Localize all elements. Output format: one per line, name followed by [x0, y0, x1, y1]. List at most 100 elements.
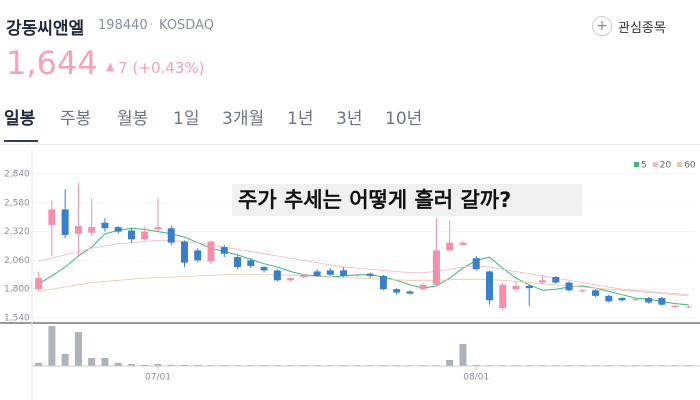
- price: 1,644: [6, 44, 98, 82]
- candle-body: [220, 247, 228, 254]
- candle-body: [631, 299, 639, 301]
- candle-body: [406, 291, 414, 294]
- candle-body: [48, 209, 56, 225]
- candle-body: [485, 271, 493, 301]
- candle-body: [446, 242, 454, 251]
- volume-bar: [446, 360, 454, 366]
- candle-body: [35, 278, 43, 290]
- y-tick-label: 1,800: [4, 285, 30, 295]
- y-tick-label: 2,580: [4, 198, 30, 208]
- candle-body: [658, 298, 666, 305]
- legend-swatch: [677, 162, 683, 167]
- volume-bar: [88, 358, 96, 366]
- candle-body: [539, 280, 547, 283]
- candle-body: [234, 257, 242, 268]
- change-arrow: ▲: [106, 60, 115, 73]
- volume-bar: [74, 332, 82, 366]
- candle-body: [273, 270, 281, 281]
- candle-body: [313, 271, 321, 276]
- y-tick-label: 2,060: [4, 256, 30, 266]
- candle-body: [366, 273, 374, 276]
- legend-label: 5: [641, 161, 647, 171]
- chart: 2,840 2,580 2,320 2,060 1,800 1,540 5 20 60 07/01…: [0, 150, 700, 400]
- candle-body: [565, 282, 573, 291]
- volume-bar: [459, 344, 467, 366]
- volume-bar: [48, 326, 56, 366]
- candle-body: [101, 222, 109, 229]
- y-tick-label: 2,320: [4, 227, 30, 237]
- candle-body: [499, 284, 507, 309]
- candle-body: [247, 260, 255, 266]
- candle-body: [194, 250, 202, 261]
- separator: ·: [149, 18, 154, 33]
- legend-label: 20: [660, 161, 672, 171]
- candle-body: [287, 278, 295, 281]
- tab[interactable]: 10년: [385, 109, 423, 129]
- volume-bar: [101, 358, 109, 366]
- watch-icon[interactable]: +: [592, 16, 612, 36]
- volume-bar: [154, 364, 162, 366]
- candle-body: [618, 298, 626, 301]
- candle-body: [300, 274, 308, 278]
- candle-body: [605, 295, 613, 302]
- tab[interactable]: 3개월: [222, 109, 265, 129]
- divider: [0, 144, 700, 145]
- stock-code: 198440: [98, 18, 148, 33]
- candle-body: [180, 241, 188, 263]
- candle-body: [684, 306, 692, 308]
- annotation-box: [232, 184, 582, 216]
- candle-body: [671, 305, 679, 307]
- stock-name: 강동씨앤엘: [6, 19, 85, 39]
- candle-body: [525, 285, 533, 289]
- volume-bar: [35, 362, 43, 366]
- candle-body: [592, 290, 600, 296]
- candle-body: [61, 209, 69, 235]
- ma-line: [38, 240, 689, 296]
- candle-body: [645, 298, 653, 303]
- legend-label: 60: [684, 161, 696, 171]
- volume-bar: [194, 364, 202, 366]
- volume-bar: [141, 364, 149, 366]
- change: 7: [118, 59, 128, 77]
- candle-body: [141, 231, 149, 240]
- candle-body: [578, 290, 586, 292]
- candle-body: [207, 241, 215, 262]
- candle-body: [459, 242, 467, 245]
- volume-bar: [127, 364, 135, 366]
- tab[interactable]: 1일: [173, 109, 200, 129]
- y-tick-label: 1,540: [4, 314, 30, 324]
- candle-body: [552, 277, 560, 283]
- candle-body: [127, 230, 135, 240]
- x-tick-label: 07/01: [145, 373, 171, 383]
- tab[interactable]: 일봉: [4, 109, 36, 129]
- candle-body: [419, 284, 427, 290]
- tab[interactable]: 월봉: [117, 109, 149, 129]
- candle-body: [393, 289, 401, 293]
- legend-swatch: [634, 162, 639, 167]
- x-tick-label: 08/01: [463, 373, 489, 383]
- tab[interactable]: 1년: [287, 109, 314, 129]
- ma-line: [38, 227, 689, 306]
- change-pct: (+0.43%): [132, 59, 205, 77]
- candle-body: [74, 226, 82, 234]
- candle-body: [353, 274, 361, 276]
- volume-bar: [472, 364, 480, 366]
- y-tick-label: 2,840: [4, 169, 30, 179]
- volume-bar: [114, 362, 122, 366]
- tab[interactable]: 주봉: [60, 109, 92, 129]
- candle-body: [432, 250, 440, 285]
- candle-body: [114, 227, 122, 232]
- candle-body: [379, 275, 387, 290]
- candle-body: [260, 267, 268, 271]
- candle-body: [512, 285, 520, 290]
- market: KOSDAQ: [159, 18, 214, 33]
- legend-swatch: [652, 162, 658, 167]
- volume-bar: [180, 364, 188, 366]
- candle-body: [340, 270, 348, 276]
- candle-body: [154, 227, 162, 230]
- annotation: 주가 추세는 어떻게 흘러 갈까?: [238, 188, 511, 212]
- tab[interactable]: 3년: [336, 109, 363, 129]
- candle-body: [88, 227, 96, 233]
- watch-button[interactable]: 관심종목: [618, 21, 666, 36]
